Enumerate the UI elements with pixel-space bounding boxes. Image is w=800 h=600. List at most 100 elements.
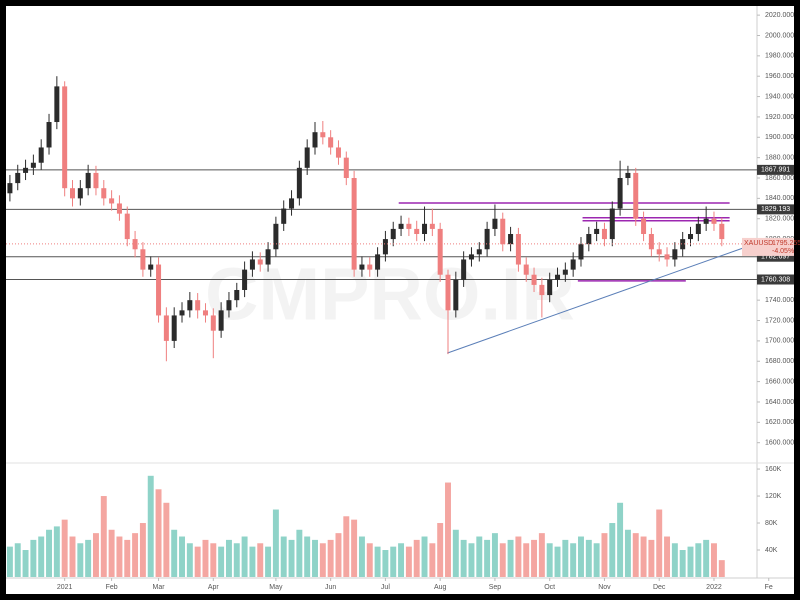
candle-body <box>555 274 561 280</box>
volume-bar <box>538 533 545 577</box>
level-label-box <box>757 204 794 215</box>
x-tick-label: Apr <box>208 584 220 591</box>
y-tick-label: 1740.000 <box>765 297 794 304</box>
volume-bar <box>327 539 334 577</box>
x-tick-label: 2021 <box>57 584 73 591</box>
change-label: -4.05% <box>772 248 794 255</box>
volume-bar <box>14 543 21 577</box>
candle-body <box>547 279 553 296</box>
y-tick-label: 1680.000 <box>765 358 794 365</box>
volume-bar <box>499 543 506 577</box>
candle-body <box>508 234 514 245</box>
volume-bar <box>233 543 240 577</box>
volume-bar <box>319 543 326 577</box>
volume-bar <box>523 543 530 577</box>
candle-body <box>101 188 107 199</box>
candle-body <box>23 167 29 173</box>
volume-bar <box>351 519 358 577</box>
candle-body <box>38 147 44 163</box>
volume-bar <box>225 539 232 577</box>
candle-body <box>398 223 404 229</box>
candle-body <box>195 300 201 311</box>
volume-bar <box>452 529 459 577</box>
y-tick-label: 1720.000 <box>765 317 794 324</box>
volume-bar <box>280 536 287 577</box>
candle-body <box>335 147 341 158</box>
volume-bar <box>218 546 225 577</box>
candle-body <box>273 223 279 250</box>
x-tick-label: Oct <box>544 584 555 591</box>
candle-body <box>390 228 396 240</box>
volume-bar <box>186 543 193 577</box>
volume-bar <box>124 539 131 577</box>
y-tick-label: 1880.000 <box>765 154 794 161</box>
volume-bar <box>656 509 663 577</box>
candle-body <box>242 269 248 290</box>
volume-bar <box>531 539 538 577</box>
y-tick-label: 1900.000 <box>765 134 794 141</box>
candle-body <box>179 310 185 316</box>
candle-body <box>163 315 169 341</box>
candle-body <box>375 254 381 270</box>
volume-bar <box>46 529 52 577</box>
volume-bar <box>69 536 76 577</box>
candle-body <box>116 203 122 214</box>
candle-body <box>257 259 263 265</box>
volume-bar <box>570 543 577 577</box>
level-label: 1829.193 <box>761 206 790 213</box>
candle-body <box>586 234 592 245</box>
volume-bar <box>100 496 107 577</box>
volume-bar <box>312 539 318 577</box>
volume-bar <box>413 539 420 577</box>
volume-bar <box>515 536 522 577</box>
volume-bar <box>194 546 201 577</box>
volume-bar <box>163 502 170 577</box>
candle-body <box>570 259 576 270</box>
candle-body <box>625 172 631 179</box>
x-tick-label: May <box>269 584 283 591</box>
candle-body <box>343 157 349 179</box>
volume-bar <box>679 550 686 577</box>
y-tick-label: 1820.000 <box>765 216 794 223</box>
volume-bar <box>139 523 146 577</box>
volume-bar <box>210 543 217 577</box>
candle-body <box>703 218 709 224</box>
level-label: 1782.697 <box>761 254 790 261</box>
x-tick-label: Nov <box>598 584 611 591</box>
candle-body <box>688 234 694 240</box>
candle-body <box>422 223 428 234</box>
candle-body <box>328 137 334 148</box>
volume-bar <box>53 526 60 577</box>
volume-bar <box>304 536 311 577</box>
candle-body <box>85 172 91 189</box>
volume-bar <box>265 546 272 577</box>
candle-body <box>171 315 177 341</box>
candle-body <box>249 259 255 270</box>
volume-bar <box>562 539 569 577</box>
candle-body <box>523 264 529 275</box>
candle-body <box>515 234 521 265</box>
volume-bar <box>249 546 256 577</box>
volume-bar <box>38 536 45 577</box>
volume-bar <box>695 543 702 577</box>
volume-bar <box>77 543 84 577</box>
x-tick-label: 2022 <box>706 584 722 591</box>
candle-body <box>641 218 647 234</box>
volume-bar <box>390 546 397 577</box>
candle-body <box>484 228 490 250</box>
x-tick-label: Jun <box>325 584 336 591</box>
volume-bar <box>593 543 600 577</box>
background <box>6 6 794 594</box>
volume-bar <box>632 533 639 577</box>
x-tick-label: Fe <box>765 584 773 591</box>
volume-tick-label: 120K <box>765 493 782 500</box>
x-tick-label: Aug <box>434 584 447 591</box>
candle-body <box>296 167 302 199</box>
volume-bar <box>85 539 92 577</box>
volume-bar <box>358 536 365 577</box>
volume-bar <box>202 539 209 577</box>
volume-bar <box>179 536 185 577</box>
candle-body <box>265 249 271 265</box>
candle-body <box>226 300 232 311</box>
